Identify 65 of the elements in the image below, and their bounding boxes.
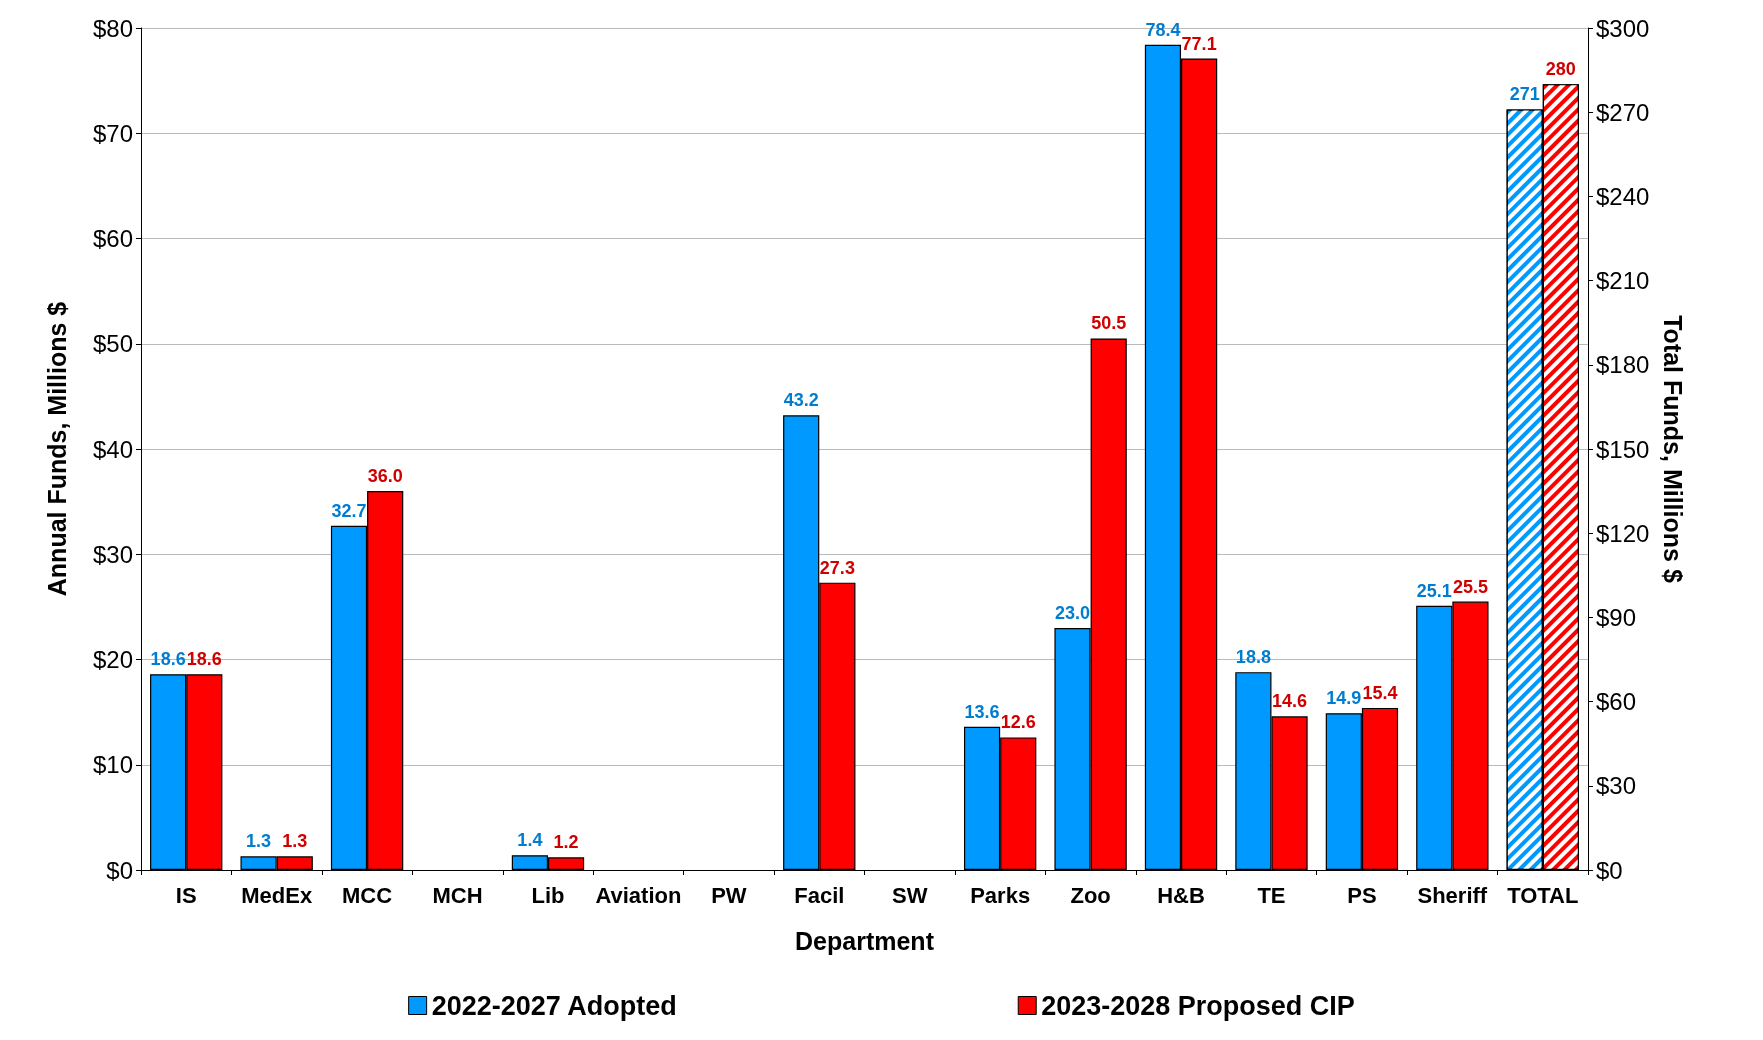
y2-tick-label: $150	[1596, 435, 1650, 463]
y-tick-label: $10	[92, 751, 133, 779]
y2-tick-label: $60	[1596, 688, 1637, 716]
data-label: 18.6	[186, 649, 222, 670]
data-label: 14.6	[1272, 691, 1308, 712]
data-label: 1.4	[517, 830, 543, 851]
y2-axis-title: Total Funds, Millions $	[1658, 315, 1687, 583]
y-tick-label: $50	[92, 330, 133, 358]
x-tick-label: Lib	[531, 882, 565, 908]
data-label: 13.6	[964, 701, 1000, 722]
data-label: 15.4	[1362, 682, 1398, 703]
x-tick-label: MedEx	[241, 882, 313, 908]
y2-tick-label: $90	[1596, 603, 1637, 631]
y-tick-label: $20	[92, 646, 133, 673]
y-tick-label: $60	[92, 225, 133, 252]
y-axis-title: Annual Funds, Millions $	[42, 301, 71, 597]
x-tick-label: TE	[1257, 882, 1286, 908]
data-label: 25.1	[1416, 580, 1452, 601]
data-label: 50.5	[1091, 313, 1127, 334]
x-tick-label: PW	[711, 882, 747, 908]
y2-tick-label: $210	[1596, 267, 1650, 295]
y2-tick-label: $270	[1596, 98, 1650, 126]
x-tick-label: Parks	[970, 882, 1031, 908]
y-tick-label: $70	[92, 119, 133, 147]
y2-tick-label: $240	[1596, 182, 1650, 210]
x-tick-label: TOTAL	[1507, 882, 1579, 908]
x-tick-label: PS	[1347, 882, 1377, 908]
data-label: 18.8	[1235, 647, 1271, 668]
x-tick-label: IS	[175, 882, 197, 908]
y-tick-label: $80	[92, 14, 133, 42]
data-label: 12.6	[1000, 712, 1036, 733]
data-label: 23.0	[1054, 602, 1091, 623]
data-label: 14.9	[1326, 688, 1362, 709]
data-label: 78.4	[1145, 19, 1181, 40]
x-tick-label: Zoo	[1070, 882, 1111, 908]
x-tick-label: Sheriff	[1417, 882, 1488, 908]
x-tick-label: SW	[891, 882, 928, 908]
data-label: 25.5	[1452, 576, 1488, 597]
x-tick-label: H&B	[1157, 882, 1205, 908]
y2-tick-label: $300	[1596, 14, 1650, 42]
x-tick-label: Facil	[794, 882, 845, 908]
x-tick-label: Aviation	[595, 882, 682, 908]
data-label: 280	[1545, 59, 1576, 80]
y-tick-label: $0	[106, 856, 133, 884]
y2-tick-label: $30	[1596, 772, 1637, 800]
legend-label: 2023-2028 Proposed CIP	[1041, 990, 1355, 1021]
x-axis-title: Department	[795, 926, 935, 955]
data-label: 1.3	[282, 831, 308, 852]
data-label: 77.1	[1181, 33, 1217, 54]
data-label: 32.7	[331, 500, 367, 521]
data-label: 43.2	[783, 390, 819, 411]
data-label: 271	[1509, 84, 1540, 105]
y2-tick-label: $0	[1596, 856, 1623, 884]
y-tick-label: $40	[92, 435, 133, 463]
data-label: 1.3	[246, 831, 272, 852]
y-tick-label: $30	[92, 540, 133, 568]
data-label: 18.6	[150, 649, 186, 670]
legend-label: 2022-2027 Adopted	[431, 990, 677, 1021]
x-tick-label: MCC	[342, 882, 393, 908]
data-label: 1.2	[553, 832, 579, 853]
data-label: 27.3	[819, 557, 855, 578]
y2-tick-label: $180	[1596, 351, 1650, 379]
y2-tick-label: $120	[1596, 519, 1650, 547]
data-label: 36.0	[367, 466, 403, 487]
x-tick-label: MCH	[432, 882, 483, 908]
